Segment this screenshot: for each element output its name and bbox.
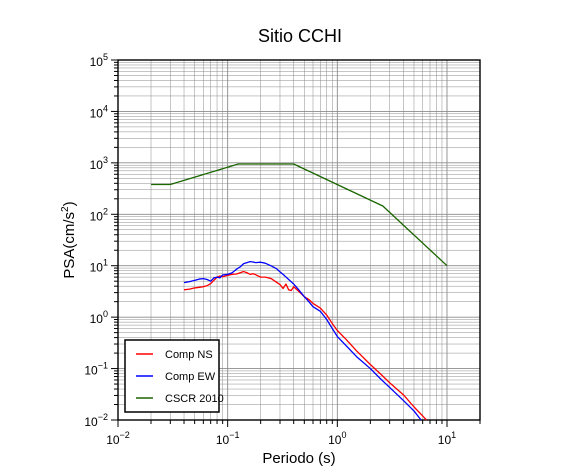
- x-tick-label: 10−2: [106, 430, 130, 447]
- y-tick-label: 10−2: [84, 412, 108, 429]
- y-tick-label-exponent: −2: [98, 412, 108, 422]
- y-tick-label-exponent: 3: [103, 155, 108, 165]
- y-tick-label-exponent: 1: [103, 258, 108, 268]
- y-tick-label: 10−1: [84, 361, 108, 378]
- y-tick-label-exponent: −1: [98, 361, 108, 371]
- x-tick-label-exponent: 1: [451, 430, 456, 440]
- x-tick-label-base: 10: [328, 433, 342, 447]
- axis-ticks: [111, 59, 481, 427]
- x-tick-label-exponent: 0: [341, 430, 346, 440]
- y-tick-label-base: 10: [84, 364, 98, 378]
- y-axis-label: PSA(cm/s2): [60, 201, 78, 278]
- x-axis-label: Periodo (s): [262, 450, 335, 467]
- x-tick-label-exponent: −2: [120, 430, 130, 440]
- x-tick-label: 101: [438, 430, 456, 447]
- x-tick-label-exponent: −1: [229, 430, 239, 440]
- y-tick-label-exponent: 2: [103, 206, 108, 216]
- plot-frame: [117, 59, 481, 421]
- y-tick-label-exponent: 4: [103, 103, 108, 113]
- y-tick-label: 104: [90, 103, 108, 120]
- y-tick-label: 101: [90, 258, 108, 275]
- legend: Comp NS Comp EW CSCR 2010: [124, 339, 224, 413]
- y-axis-label-sup: 2: [60, 206, 71, 212]
- y-axis-label-base: PSA(cm/s: [61, 212, 78, 279]
- y-tick-label-base: 10: [90, 209, 104, 223]
- y-tick-label: 100: [90, 309, 108, 326]
- y-tick-label-base: 10: [90, 261, 104, 275]
- y-tick-label-base: 10: [90, 312, 104, 326]
- y-axis-label-end: ): [61, 201, 78, 206]
- y-tick-label-exponent: 0: [103, 309, 108, 319]
- y-tick-label-base: 10: [84, 415, 98, 429]
- series-line-comp-ew: [183, 260, 422, 421]
- grid: [117, 60, 481, 421]
- y-tick-label: 103: [90, 155, 108, 172]
- series-group: [151, 163, 448, 421]
- y-tick-label-base: 10: [90, 106, 104, 120]
- chart-title: Sitio CCHI: [258, 26, 342, 46]
- x-tick-label-base: 10: [438, 433, 452, 447]
- y-tick-label-base: 10: [90, 158, 104, 172]
- y-tick-label: 102: [90, 206, 108, 223]
- x-tick-label-base: 10: [106, 433, 120, 447]
- x-tick-label: 100: [328, 430, 346, 447]
- x-tick-label-base: 10: [216, 433, 230, 447]
- y-tick-label-exponent: 5: [103, 52, 108, 62]
- series-line-cscr-2010: [151, 163, 448, 267]
- legend-label-ew: Comp EW: [165, 371, 216, 383]
- legend-label-cscr: CSCR 2010: [165, 393, 224, 405]
- x-tick-label: 10−1: [216, 430, 240, 447]
- y-tick-label-base: 10: [90, 55, 104, 69]
- y-tick-label: 105: [90, 52, 108, 69]
- legend-label-ns: Comp NS: [165, 349, 213, 361]
